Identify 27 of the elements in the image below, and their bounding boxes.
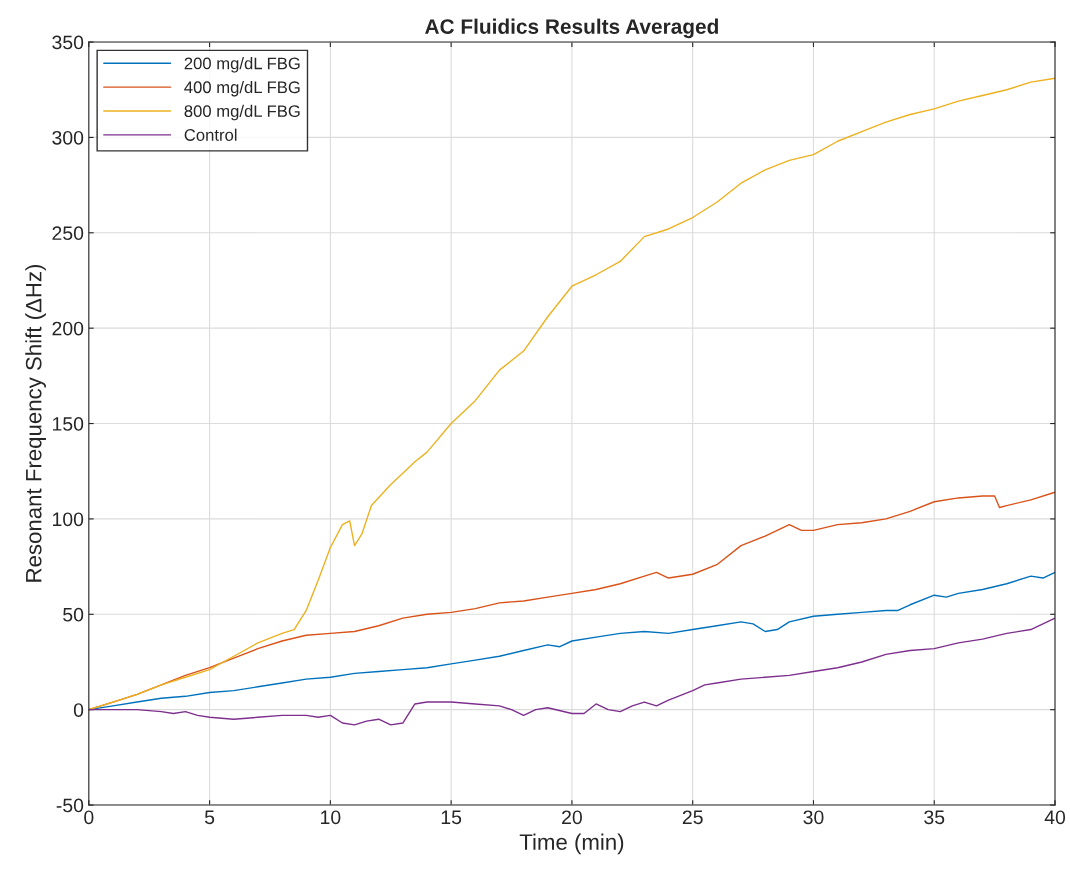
legend-label: Control [184, 128, 237, 141]
legend-label: 400 mg/dL FBG [184, 80, 300, 97]
y-tick-label: 150 [52, 417, 84, 431]
x-tick-label: 30 [803, 810, 824, 825]
y-tick-label: 50 [63, 607, 84, 622]
y-tick-label: 350 [52, 35, 84, 50]
y-axis-title: Resonant Frequency Shift (ΔHz) [25, 264, 46, 582]
x-axis-title: Time (min) [519, 833, 624, 855]
chart-title: AC Fluidics Results Averaged [425, 18, 718, 39]
x-tick-label: 5 [204, 810, 215, 825]
x-tick-label: 35 [924, 810, 945, 825]
line-series [88, 77, 1056, 711]
y-tick-label: -50 [56, 798, 84, 813]
y-tick-label: 100 [52, 512, 84, 527]
legend-label: 800 mg/dL FBG [184, 104, 300, 121]
x-tick-label: 10 [321, 810, 341, 825]
x-tick-label: 15 [441, 810, 462, 825]
y-tick-label: 250 [52, 226, 84, 241]
x-tick-label: 0 [84, 810, 94, 825]
x-tick-label: 25 [682, 810, 703, 825]
y-tick-label: 300 [52, 130, 84, 145]
x-tick-label: 20 [562, 810, 582, 825]
y-tick-label: 0 [73, 703, 84, 717]
legend-label: 200 mg/dL FBG [184, 57, 300, 73]
x-tick-label: 40 [1044, 810, 1066, 825]
line-series [88, 617, 1056, 726]
y-tick-label: 200 [52, 321, 84, 336]
